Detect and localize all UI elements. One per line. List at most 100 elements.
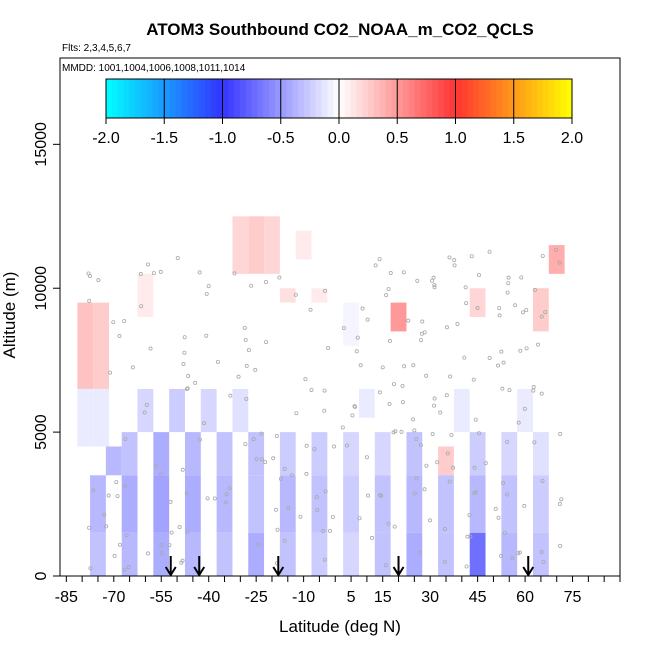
heatmap-cell <box>532 475 549 533</box>
sample-points <box>86 247 564 572</box>
heatmap-cell <box>438 475 454 533</box>
heatmap-cell <box>501 475 518 533</box>
sample-point <box>387 401 392 406</box>
heatmap-cell <box>216 532 233 576</box>
sample-point <box>463 285 468 290</box>
colorbar-swatch <box>135 79 142 118</box>
heatmap-cell <box>343 432 359 476</box>
sample-point <box>321 528 326 533</box>
sample-point <box>197 437 202 442</box>
sample-point <box>254 457 259 462</box>
sample-point <box>112 553 117 558</box>
sample-point <box>314 495 319 500</box>
sample-point <box>412 428 417 433</box>
sample-point <box>558 432 563 437</box>
heatmap-cell <box>121 532 138 576</box>
sample-point <box>228 393 233 398</box>
sample-point <box>510 556 515 561</box>
sample-point <box>505 439 510 444</box>
sample-point <box>180 467 185 472</box>
sample-point <box>212 496 217 501</box>
colorbar-swatch <box>560 79 567 118</box>
sample-point <box>452 258 457 263</box>
x-tick-label: 5 <box>347 589 356 606</box>
sample-point <box>539 550 544 555</box>
sample-point <box>406 318 411 323</box>
sample-point <box>419 331 424 336</box>
sample-point <box>158 269 163 274</box>
heatmap-cell <box>200 388 217 433</box>
arrow-head <box>164 566 177 577</box>
sample-point <box>442 559 447 564</box>
sample-point <box>419 338 424 343</box>
sample-point <box>420 319 425 324</box>
x-tick-label: 60 <box>516 589 534 606</box>
sample-point <box>499 553 504 558</box>
colorbar-swatch <box>379 79 387 118</box>
colorbar-swatch <box>455 79 462 118</box>
sample-point <box>114 480 119 485</box>
sample-point <box>414 437 419 442</box>
sample-point <box>259 431 264 436</box>
sample-point <box>232 271 237 276</box>
sample-point <box>246 348 251 353</box>
sample-point <box>332 444 337 449</box>
sample-point <box>159 543 164 548</box>
sample-point <box>543 310 548 315</box>
heatmap-cell <box>358 388 375 418</box>
y-axis-label: Altitude (m) <box>0 272 19 359</box>
sample-point <box>193 380 198 385</box>
sample-point <box>88 566 93 571</box>
colorbar-tick-label: 1.5 <box>503 130 525 147</box>
sample-point <box>506 281 511 286</box>
sample-point <box>130 365 135 370</box>
colorbar-swatch <box>164 79 171 118</box>
colorbar-swatch <box>205 79 212 118</box>
sample-point <box>322 557 327 562</box>
colorbar-swatch <box>461 79 468 118</box>
colorbar-swatch <box>216 79 224 118</box>
sample-point <box>223 500 228 505</box>
heatmap-cell <box>343 475 359 533</box>
heatmap-cell <box>343 532 359 576</box>
sample-point <box>263 460 268 465</box>
colorbar-swatch <box>490 79 497 118</box>
heatmap-cell <box>137 388 154 433</box>
sample-point <box>400 400 405 405</box>
colorbar-swatch <box>304 79 311 118</box>
sample-point <box>516 551 521 556</box>
sample-point <box>487 249 492 254</box>
heatmap-cell <box>121 475 138 533</box>
heatmap-cell <box>184 532 201 576</box>
sample-point <box>365 317 370 322</box>
x-tick-label: -85 <box>55 589 78 606</box>
sample-point <box>447 479 452 484</box>
heatmap-cell <box>216 475 233 533</box>
sample-point <box>360 306 365 311</box>
heatmap-cell <box>93 388 110 447</box>
sample-point <box>249 283 254 288</box>
colorbar-swatch <box>443 79 451 118</box>
sample-point <box>402 364 407 369</box>
heatmap-cell <box>374 475 391 533</box>
heatmap-cell <box>90 475 106 533</box>
sample-point <box>227 486 232 491</box>
sample-point <box>554 247 559 252</box>
arrow-head <box>392 566 405 577</box>
sample-point <box>370 535 375 540</box>
sample-point <box>464 301 469 306</box>
heatmap-cell <box>105 446 122 476</box>
sample-point <box>540 253 545 258</box>
colorbar-swatch <box>239 79 247 118</box>
heatmap-cell <box>248 432 265 476</box>
flights-label: Flts: 2,3,4,5,6,7 <box>62 43 131 54</box>
colorbar-swatch <box>175 79 183 118</box>
sample-point <box>518 348 523 353</box>
colorbar-swatch <box>449 79 457 118</box>
sample-point <box>500 386 505 391</box>
sample-point <box>251 437 256 442</box>
sample-point <box>493 506 498 511</box>
sample-point <box>467 513 472 518</box>
colorbar-swatch <box>158 79 165 118</box>
colorbar-swatch <box>111 79 119 118</box>
